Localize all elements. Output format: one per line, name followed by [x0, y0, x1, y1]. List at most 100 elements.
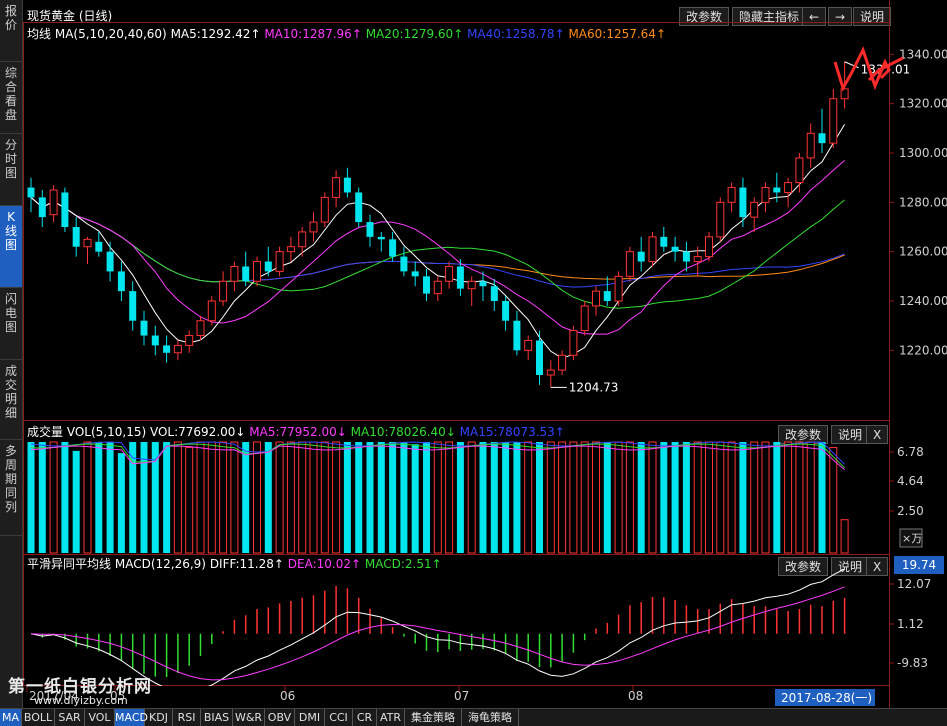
- volume-bar-13: [173, 441, 182, 554]
- price-tick-label-6: 1220.00: [899, 343, 947, 357]
- vol-ma-value-1: MA10:78026.40↓: [346, 425, 456, 439]
- candle-body-39: [467, 280, 476, 290]
- candle-body-45: [536, 340, 543, 375]
- macd-params: MACD(12,26,9): [114, 557, 206, 571]
- sidebar-tab-1[interactable]: 综合看盘: [0, 62, 22, 134]
- volume-bar-54: [637, 442, 645, 553]
- x-tick-label-4: 08: [628, 689, 643, 703]
- volume-bar-12: [163, 442, 171, 553]
- candle-body-7: [106, 251, 114, 272]
- price-tick-label-4: 1260.00: [899, 245, 947, 259]
- x-tick-label-3: 07: [454, 689, 469, 703]
- volume-bar-60: [705, 441, 713, 554]
- candle-body-4: [72, 227, 80, 247]
- candle-body-3: [61, 192, 69, 227]
- candle-body-52: [614, 275, 623, 302]
- volume-title: 成交量: [27, 425, 64, 439]
- price-button-0[interactable]: 改参数: [679, 7, 730, 26]
- candle-body-13: [173, 344, 182, 354]
- sidebar-tab-4[interactable]: 闪电图: [0, 288, 22, 360]
- macd-dea: DEA:10.02↑: [287, 557, 362, 571]
- volume-button-2[interactable]: X: [866, 425, 889, 444]
- volume-bar-0: [27, 442, 35, 553]
- candle-body-70: [818, 133, 826, 144]
- candle-body-20: [253, 261, 261, 282]
- volume-bar-45: [536, 442, 543, 553]
- candle-body-59: [693, 256, 702, 263]
- price-tick-label-5: 1240.00: [899, 294, 947, 308]
- candle-body-22: [275, 251, 284, 272]
- volume-bar-44: [524, 441, 533, 554]
- indicator-tab-kdj[interactable]: KDJ: [145, 709, 173, 726]
- ma-value-0: MA5:1292.42↑: [170, 27, 261, 41]
- indicator-tab-vol[interactable]: VOL: [85, 709, 115, 726]
- sidebar-tab-0[interactable]: 报价: [0, 0, 22, 62]
- macd-button-0[interactable]: 改参数: [778, 557, 829, 576]
- sidebar-tab-6[interactable]: 多周期同列: [0, 440, 22, 536]
- price-button-3[interactable]: →: [828, 7, 853, 26]
- volume-bar-69: [806, 441, 815, 554]
- volume-bar-59: [693, 441, 702, 554]
- macd-dea-line: [30, 586, 845, 681]
- indicator-tab-cci[interactable]: CCI: [325, 709, 353, 726]
- macd-button-2[interactable]: X: [866, 557, 889, 576]
- price-button-2[interactable]: ←: [802, 7, 827, 26]
- volume-bar-21: [264, 442, 272, 553]
- indicator-tab-rsi[interactable]: RSI: [173, 709, 201, 726]
- sidebar-tab-5[interactable]: 成交明细: [0, 360, 22, 440]
- volume-bar-9: [129, 442, 137, 553]
- chart-canvas[interactable]: 1340.00 1320.00 1300.00 1280.00 1260.00 1240.…: [23, 0, 947, 708]
- volume-bar-25: [309, 441, 318, 554]
- x-tick-label-0: 2017/04: [29, 689, 79, 703]
- macd-title: 平滑异同平均线: [27, 557, 112, 571]
- indicator-tab-集金策略[interactable]: 集金策略: [405, 709, 462, 726]
- volume-bar-43: [513, 442, 521, 553]
- candle-body-33: [400, 256, 408, 272]
- candle-body-24: [298, 231, 307, 248]
- candle-body-66: [773, 187, 781, 193]
- indicator-tab-w&r[interactable]: W&R: [233, 709, 265, 726]
- volume-button-1[interactable]: 说明: [831, 425, 870, 444]
- candle-body-69: [806, 132, 815, 159]
- indicator-tab-boll[interactable]: BOLL: [22, 709, 55, 726]
- volume-bar-33: [400, 442, 408, 553]
- volume-bar-62: [727, 441, 736, 554]
- watermark-url: www.diyizby.com: [34, 694, 128, 707]
- price-tick-label-1: 1320.00: [899, 97, 947, 111]
- volume-bar-27: [332, 441, 341, 554]
- volume-bar-22: [275, 441, 284, 554]
- candle-body-17: [219, 280, 228, 302]
- price-button-1[interactable]: 隐藏主指标: [732, 7, 807, 26]
- indicator-tab-海龟策略[interactable]: 海龟策略: [462, 709, 519, 726]
- candle-body-10: [140, 320, 148, 336]
- indicator-tab-macd[interactable]: MACD: [115, 709, 148, 726]
- watermark-text: 第一纸白银分析网: [8, 677, 152, 697]
- volume-bar-46: [546, 441, 555, 554]
- indicator-tab-ma[interactable]: MA: [0, 709, 22, 726]
- candle-body-47: [558, 354, 567, 371]
- page-title: 现货黄金 (日线): [27, 9, 113, 23]
- candle-body-65: [761, 187, 770, 203]
- candle-body-26: [320, 196, 329, 223]
- indicator-tab-obv[interactable]: OBV: [265, 709, 295, 726]
- volume-bar-49: [580, 441, 589, 554]
- indicator-tab-bias[interactable]: BIAS: [201, 709, 233, 726]
- indicator-tab-cr[interactable]: CR: [353, 709, 377, 726]
- candle-body-30: [366, 222, 374, 237]
- sidebar-tab-2[interactable]: 分时图: [0, 134, 22, 206]
- indicator-tab-dmi[interactable]: DMI: [295, 709, 325, 726]
- indicator-tab-sar[interactable]: SAR: [55, 709, 85, 726]
- price-button-4[interactable]: 说明: [853, 7, 892, 26]
- volume-bar-24: [298, 441, 307, 554]
- candle-body-27: [332, 177, 341, 198]
- volume-button-0[interactable]: 改参数: [778, 425, 829, 444]
- candle-body-9: [129, 291, 137, 321]
- candle-body-32: [389, 239, 397, 257]
- ma-value-3: MA40:1258.78↑: [463, 27, 565, 41]
- indicator-tab-atr[interactable]: ATR: [377, 709, 405, 726]
- volume-bar-61: [716, 441, 725, 554]
- ma-legend: 均线 MA(5,10,20,40,60) MA5:1292.42↑ MA10:1…: [27, 24, 666, 44]
- volume-bar-30: [366, 442, 374, 553]
